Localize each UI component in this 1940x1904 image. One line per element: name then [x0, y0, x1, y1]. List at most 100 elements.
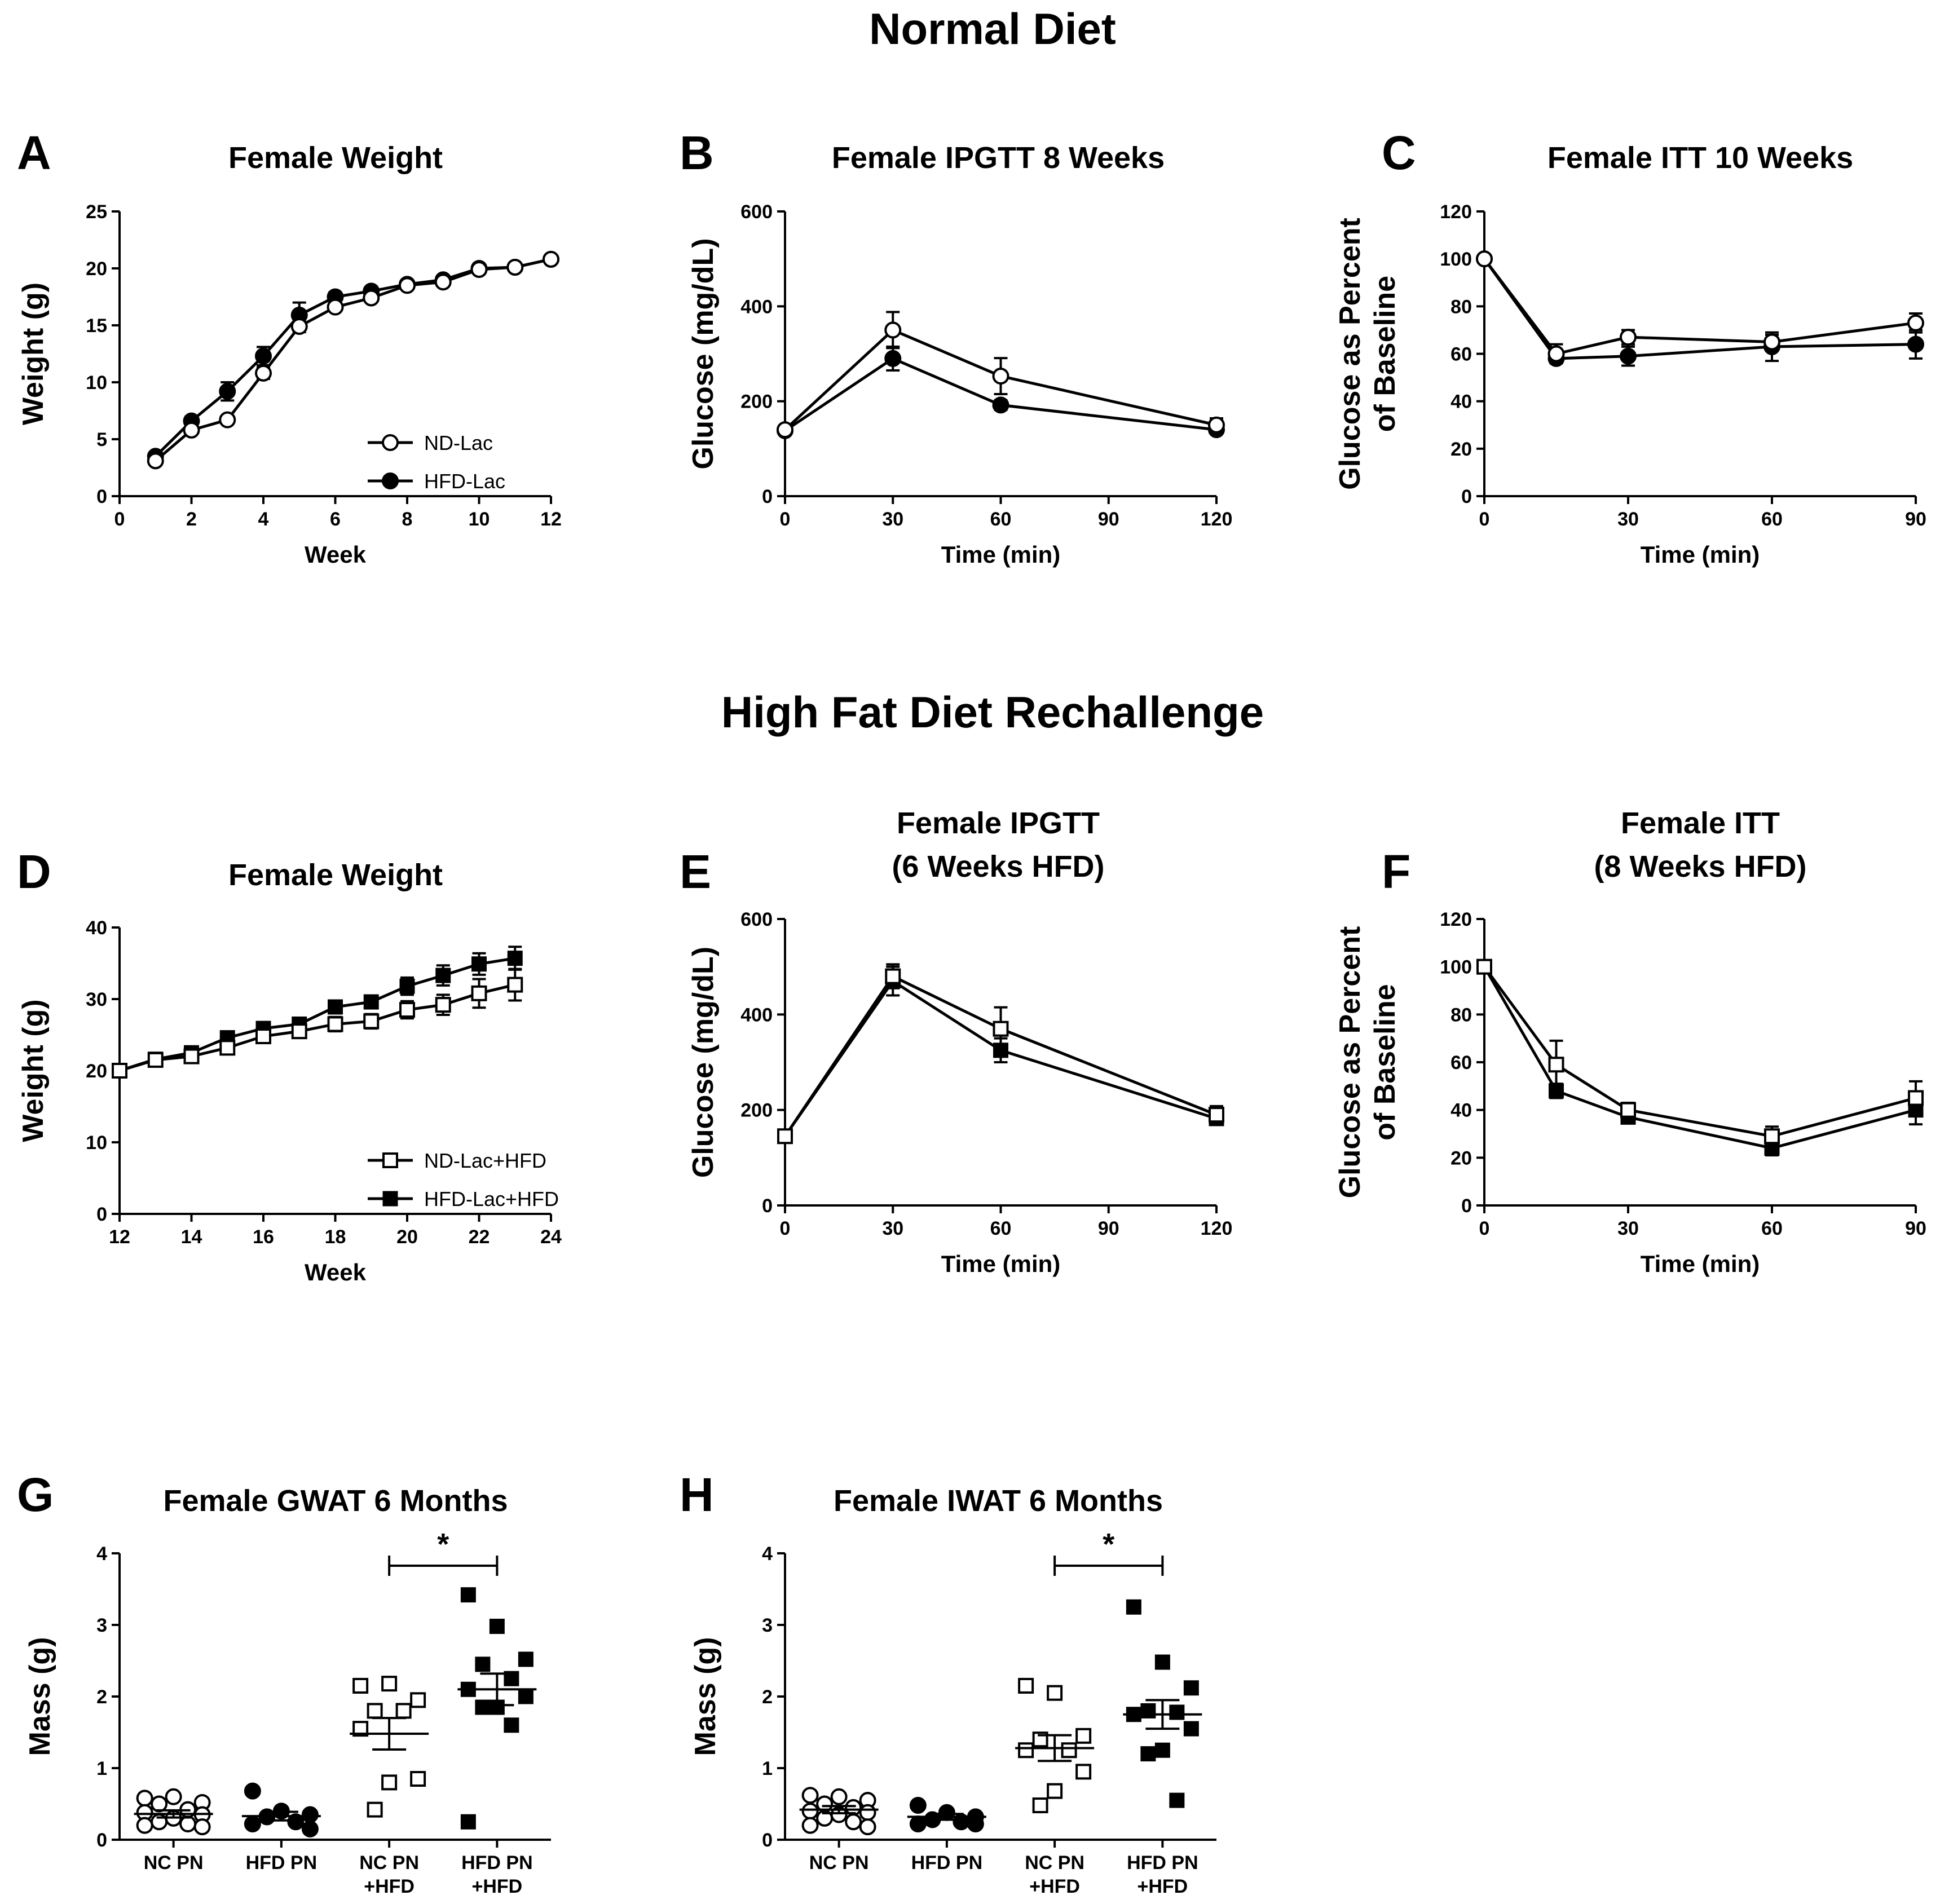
series-line-0	[1483, 966, 1916, 1138]
data-point-0	[183, 421, 200, 439]
data-point-group-0	[859, 1818, 876, 1836]
y-tick-label: 20	[86, 1061, 107, 1082]
x-category-label: HFD PN	[911, 1852, 983, 1874]
y-tick-label: 4	[762, 1543, 773, 1565]
y-tick-label: 0	[762, 486, 773, 507]
x-tick-label: 90	[1098, 1218, 1119, 1239]
y-tick-label: 80	[1450, 1004, 1472, 1026]
panel-a: A Female Weight Weight (g) 0 5 10 15 20 25 0 2 4 6 8 1…	[17, 126, 562, 568]
data-point-0	[1620, 1102, 1636, 1118]
y-tick-label: 0	[1461, 486, 1472, 507]
data-point-0	[1548, 1057, 1564, 1073]
x-category-label-line2: +HFD	[364, 1876, 415, 1897]
chart-title: Female Weight	[228, 858, 443, 892]
y-tick-label: 0	[96, 1204, 107, 1225]
data-point-0	[399, 1002, 415, 1018]
data-point-1	[255, 347, 272, 365]
series-line-0	[784, 328, 1217, 431]
data-point-group-0	[859, 1804, 876, 1821]
x-category-label-line2: +HFD	[472, 1876, 523, 1897]
x-axis-label: Time (min)	[941, 1251, 1061, 1277]
x-axis-label: Time (min)	[941, 541, 1061, 568]
data-point-1	[471, 956, 487, 972]
x-tick-label: 12	[540, 509, 562, 530]
y-tick-label: 0	[762, 1195, 773, 1217]
data-point-1	[1907, 335, 1924, 353]
y-tick-label: 20	[1450, 1147, 1472, 1169]
data-point-0	[993, 1021, 1009, 1037]
data-point-0	[363, 1013, 380, 1030]
y-axis-label: Glucose (mg/dL)	[687, 238, 720, 469]
data-point-group-1	[244, 1815, 261, 1833]
y-tick-label: 60	[1450, 344, 1472, 365]
series-line-0	[1483, 258, 1916, 356]
y-tick-label: 20	[1450, 439, 1472, 460]
data-point-0	[183, 1048, 200, 1064]
x-tick-label: 90	[1905, 1218, 1926, 1239]
data-point-group-3	[489, 1699, 505, 1715]
data-point-group-0	[830, 1788, 848, 1805]
data-point-0	[777, 1128, 793, 1145]
data-point-group-1	[301, 1806, 319, 1823]
panel-f: F Female ITT (8 Weeks HFD) Glucose as Perce…	[1334, 806, 1926, 1277]
data-point-0	[1620, 329, 1637, 346]
y-axis-label: Glucose as Percent	[1334, 926, 1366, 1199]
data-point-0	[327, 298, 344, 316]
data-point-group-3	[1140, 1703, 1156, 1719]
data-point-group-0	[136, 1790, 153, 1807]
chart-title: Female IPGTT 8 Weeks	[832, 141, 1165, 175]
data-point-0	[884, 321, 902, 339]
data-point-group-2	[352, 1677, 369, 1694]
data-point-group-3	[518, 1651, 534, 1667]
y-tick-label: 40	[1450, 391, 1472, 413]
data-point-0	[290, 318, 308, 335]
data-point-group-2	[381, 1676, 398, 1692]
data-point-group-0	[136, 1817, 153, 1834]
data-point-1	[1549, 1083, 1564, 1099]
panel-letter: D	[17, 845, 51, 898]
x-tick-label: 0	[780, 509, 791, 530]
data-point-group-3	[1154, 1654, 1170, 1670]
data-point-0	[1476, 250, 1493, 268]
x-tick-label: 4	[258, 509, 269, 530]
x-category-label: NC PN	[144, 1852, 204, 1874]
y-tick-label: 80	[1450, 296, 1472, 317]
panel-letter: E	[680, 845, 711, 898]
y-tick-label: 0	[762, 1830, 773, 1851]
series-line-1	[783, 979, 1217, 1137]
y-tick-label: 2	[96, 1686, 107, 1708]
x-category-label: NC PN	[809, 1852, 869, 1874]
data-point-group-2	[1018, 1677, 1034, 1694]
data-point-0	[255, 1028, 271, 1045]
x-tick-label: 12	[109, 1226, 130, 1248]
significance-star: *	[437, 1527, 449, 1561]
data-point-0	[434, 273, 452, 291]
panel-g: G Female GWAT 6 Months Mass (g) 0 1 2 3 4 NC PN H…	[17, 1468, 551, 1897]
y-tick-label: 10	[86, 1132, 107, 1154]
data-point-group-1	[287, 1813, 305, 1831]
x-tick-label: 60	[1761, 509, 1783, 530]
x-tick-label: 30	[1617, 1218, 1639, 1239]
data-point-1	[507, 951, 523, 966]
y-tick-label: 25	[86, 201, 107, 223]
data-point-group-1	[301, 1820, 319, 1837]
data-point-0	[255, 364, 272, 382]
data-point-0	[1208, 416, 1225, 434]
section-title-hfd-rechallenge: High Fat Diet Rechallenge	[721, 687, 1264, 737]
data-point-0	[363, 289, 380, 307]
x-tick-label: 30	[1617, 509, 1639, 530]
panel-letter: G	[17, 1468, 54, 1521]
y-tick-label: 5	[96, 429, 107, 450]
x-category-label: HFD PN	[1127, 1852, 1198, 1874]
legend-label: ND-Lac	[424, 431, 493, 454]
data-point-0	[1907, 314, 1924, 332]
data-point-0	[543, 250, 559, 268]
data-point-group-3	[475, 1699, 491, 1715]
y-axis-label: Weight (g)	[17, 282, 50, 425]
x-tick-label: 60	[990, 509, 1012, 530]
y-tick-label: 0	[96, 486, 107, 507]
x-axis-label: Time (min)	[1641, 1251, 1760, 1277]
data-point-group-2	[410, 1692, 426, 1708]
x-tick-label: 18	[325, 1226, 346, 1248]
